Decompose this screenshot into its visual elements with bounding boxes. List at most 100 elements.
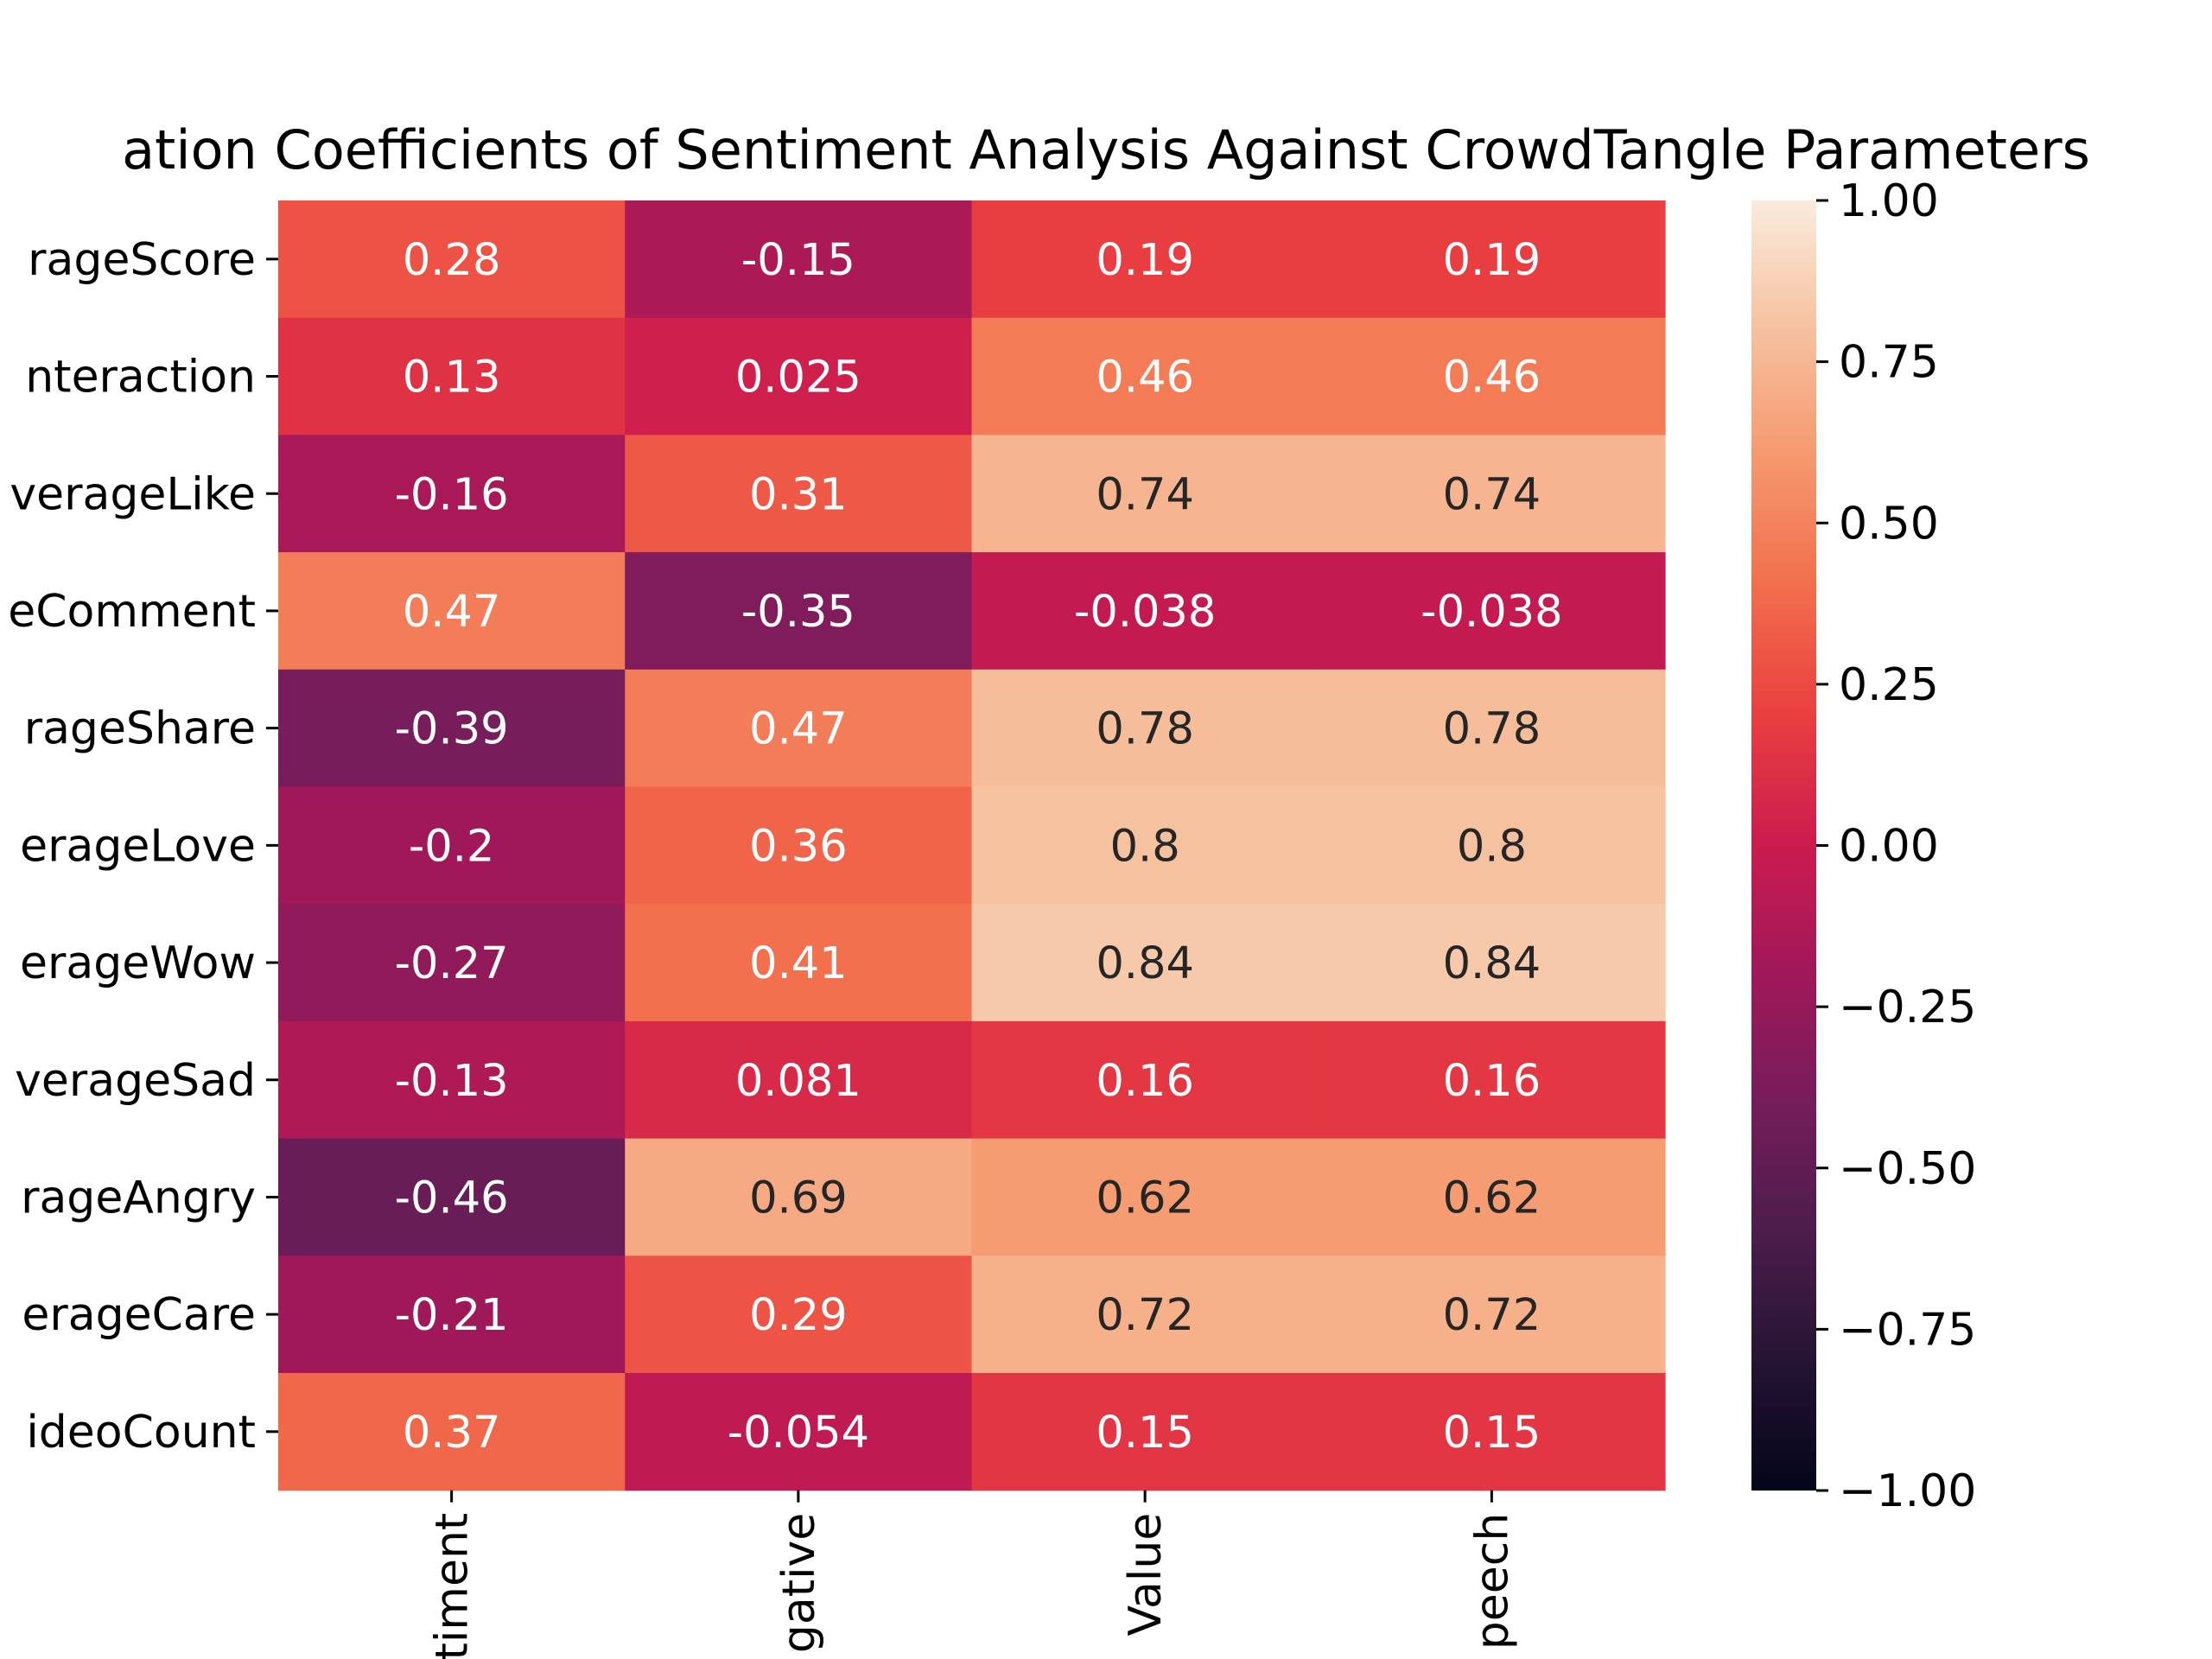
cell-value: 0.84: [1096, 938, 1194, 989]
cell-value: -0.15: [741, 235, 855, 286]
row-label: verageLike: [10, 468, 256, 520]
row-label: rageShare: [24, 703, 256, 755]
chart-title: ation Coefficients of Sentiment Analysis…: [122, 118, 2090, 181]
heatmap-cell: [971, 200, 1319, 319]
cell-value: 0.47: [403, 587, 501, 638]
row-label: verageSad: [15, 1055, 256, 1107]
heatmap-cell: [278, 1020, 626, 1140]
colorbar-tick-label: −0.75: [1839, 1304, 1976, 1356]
colorbar-tick-label: −0.50: [1839, 1143, 1976, 1195]
column-label: gative: [773, 1513, 825, 1653]
cell-value: -0.27: [395, 938, 509, 989]
cell-value: 0.74: [1096, 469, 1194, 520]
row-label: erageWow: [20, 938, 256, 989]
cell-value: -0.038: [1421, 587, 1562, 638]
cell-value: 0.36: [749, 821, 848, 872]
cell-value: 0.15: [1096, 1408, 1194, 1459]
heatmap-cell: [625, 1020, 973, 1140]
cell-value: -0.038: [1074, 587, 1216, 638]
cell-value: -0.13: [395, 1056, 509, 1107]
cell-value: 0.74: [1443, 469, 1541, 520]
cell-value: -0.39: [395, 704, 509, 755]
cell-value: 0.46: [1443, 353, 1541, 404]
row-label: erageCare: [22, 1289, 256, 1341]
heatmap-cell: [971, 435, 1319, 553]
heatmap-cell: [278, 552, 626, 671]
row-label: erageLove: [20, 820, 256, 872]
cell-value: 0.62: [1443, 1173, 1541, 1224]
cell-value: 0.78: [1443, 704, 1541, 755]
colorbar-tick-label: −0.25: [1839, 982, 1976, 1033]
heatmap-cell: [625, 317, 973, 435]
cell-value: -0.46: [395, 1173, 509, 1224]
cell-value: 0.19: [1443, 235, 1541, 286]
cell-value: 0.41: [749, 938, 848, 989]
heatmap-cell: [278, 435, 626, 553]
cell-value: 0.13: [403, 353, 501, 404]
heatmap-cell: [1318, 1020, 1666, 1140]
heatmap-cell: [971, 1020, 1319, 1140]
heatmap-cell: [278, 1255, 626, 1374]
heatmap-cell: [1318, 1373, 1666, 1491]
heatmap-cell: [1318, 435, 1666, 553]
heatmap-cell: [278, 669, 626, 788]
heatmap-cell: [278, 200, 626, 319]
colorbar: [1751, 200, 1816, 1491]
cell-value: 0.16: [1443, 1056, 1541, 1107]
cell-value: -0.21: [395, 1290, 509, 1341]
cell-value: 0.19: [1096, 235, 1194, 286]
colorbar-tick-label: 0.50: [1839, 498, 1939, 550]
heatmap-cell: [625, 904, 973, 1022]
heatmap-cell: [625, 1255, 973, 1374]
heatmap-cell: [625, 786, 973, 905]
heatmap-cell: [625, 552, 973, 671]
column-label: Value: [1120, 1513, 1172, 1637]
row-label: ideoCount: [26, 1407, 256, 1459]
colorbar-tick-label: −1.00: [1839, 1465, 1976, 1517]
heatmap-cell: [625, 435, 973, 553]
cell-value: 0.8: [1457, 821, 1527, 872]
heatmap-cell: [278, 1138, 626, 1256]
heatmap-cell: [625, 1138, 973, 1256]
cell-value: 0.28: [403, 235, 501, 286]
cell-value: 0.37: [403, 1408, 501, 1459]
heatmap-cell: [1318, 904, 1666, 1022]
heatmap-cell: [971, 552, 1319, 671]
heatmap-cell: [625, 200, 973, 319]
column-label: peech: [1466, 1513, 1518, 1650]
heatmap-cell: [625, 1373, 973, 1491]
heatmap-cell: [1318, 1255, 1666, 1374]
colorbar-tick-label: 0.00: [1839, 821, 1939, 873]
heatmap-cell: [971, 1373, 1319, 1491]
heatmap-cell: [971, 786, 1319, 905]
heatmap-cell: [1318, 786, 1666, 905]
row-label: rageScore: [28, 234, 256, 286]
cell-value: -0.2: [409, 821, 495, 872]
cell-value: 0.31: [749, 469, 848, 520]
cell-value: 0.15: [1443, 1408, 1541, 1459]
heatmap-cell: [971, 317, 1319, 435]
column-labels: timent gative Value peech: [427, 1490, 1518, 1659]
cell-value: 0.62: [1096, 1173, 1194, 1224]
cell-value: 0.72: [1096, 1290, 1194, 1341]
cell-value: 0.69: [749, 1173, 848, 1224]
heatmap-cell: [278, 317, 626, 435]
colorbar-tick-label: 1.00: [1839, 175, 1939, 227]
cell-value: 0.72: [1443, 1290, 1541, 1341]
column-label: timent: [427, 1513, 479, 1659]
cell-value: -0.054: [728, 1408, 869, 1459]
heatmap-cell: [971, 1138, 1319, 1256]
heatmap-cell: [971, 904, 1319, 1022]
cell-value: 0.8: [1110, 821, 1180, 872]
heatmap-cell: [1318, 200, 1666, 319]
colorbar-ticks: 1.00 0.75 0.50 0.25 0.00 −0.25 −0.50 −0.75 −1.00: [1816, 175, 1976, 1517]
cell-value: 0.29: [749, 1290, 848, 1341]
heatmap-cell: [1318, 1138, 1666, 1256]
heatmap-cell: [971, 1255, 1319, 1374]
row-label: nteraction: [25, 352, 256, 404]
cell-value: 0.025: [735, 353, 861, 404]
row-label: rageAngry: [21, 1172, 256, 1224]
cell-value: 0.081: [735, 1056, 861, 1107]
cell-value: 0.47: [749, 704, 848, 755]
